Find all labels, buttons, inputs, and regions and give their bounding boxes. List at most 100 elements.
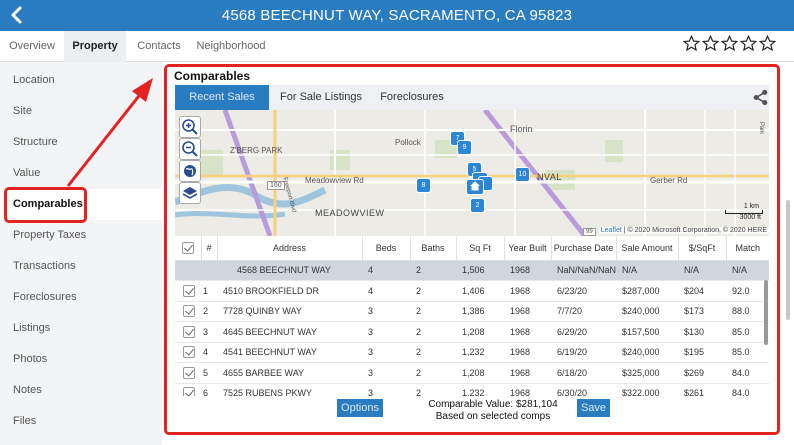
map-marker[interactable]: 9 <box>458 141 471 154</box>
scale-km: 1 km <box>743 203 759 210</box>
sidebar-item-files[interactable]: Files <box>13 415 37 427</box>
page-scrollbar[interactable] <box>786 200 790 320</box>
subject-sqft: 1,506 <box>456 260 504 281</box>
row-year: 1968 <box>504 383 551 396</box>
table-scrollbar[interactable] <box>764 280 768 345</box>
row-date: 7/7/20 <box>551 301 617 322</box>
zoom-in-button[interactable] <box>179 116 201 138</box>
row-sqft: 1,208 <box>456 321 504 343</box>
scale-ft: 3000 ft <box>739 214 761 221</box>
col-sale-amount[interactable]: Sale Amount <box>616 236 679 261</box>
row-year: 1968 <box>504 342 551 363</box>
tab-contacts[interactable]: Contacts <box>137 40 181 52</box>
sidebar-item-property-taxes[interactable]: Property Taxes <box>13 229 87 241</box>
row-baths: 2 <box>410 280 456 302</box>
row-beds: 3 <box>362 301 410 322</box>
highlight-box-content <box>164 64 780 435</box>
row-psf: $204 <box>678 280 727 302</box>
rating-stars[interactable] <box>683 35 776 52</box>
map-marker[interactable]: 8 <box>417 179 430 192</box>
options-button[interactable]: Options <box>337 399 383 417</box>
row-date: 6/30/20 <box>551 383 617 396</box>
row-number: 2 <box>201 301 217 322</box>
star-icon[interactable] <box>683 35 700 52</box>
tab-property[interactable]: Property <box>64 31 126 62</box>
row-checkbox[interactable] <box>183 387 195 396</box>
star-icon[interactable] <box>721 35 738 52</box>
sidebar-item-foreclosures[interactable]: Foreclosures <box>13 291 77 303</box>
row-checkbox[interactable] <box>183 325 195 338</box>
sidebar-item-site[interactable]: Site <box>13 105 32 117</box>
col-match[interactable]: Match <box>726 236 769 261</box>
sidebar-item-listings[interactable]: Listings <box>13 322 51 334</box>
subtab-recent-sales[interactable]: Recent Sales <box>175 85 269 110</box>
sidebar-item-photos[interactable]: Photos <box>13 353 48 365</box>
map-scale: 1 km 3000 ft <box>725 203 767 221</box>
save-button[interactable]: Save <box>577 399 610 417</box>
col-baths[interactable]: Baths <box>410 236 457 261</box>
table-row[interactable]: 4 4541 BEECHNUT WAY 3 2 1,232 1968 6/19/… <box>175 342 769 363</box>
map-marker[interactable]: 10 <box>516 168 529 181</box>
select-all-checkbox[interactable] <box>181 241 194 254</box>
star-icon[interactable] <box>759 35 776 52</box>
map-marker[interactable]: 5 <box>468 163 481 176</box>
row-checkbox[interactable] <box>183 284 195 297</box>
table-row[interactable]: 3 4645 BEECHNUT WAY 3 2 1,208 1968 6/29/… <box>175 321 769 343</box>
star-icon[interactable] <box>702 35 719 52</box>
row-match: 85.0 <box>726 321 769 343</box>
comparable-value: Comparable Value: $281,104 Based on sele… <box>393 399 593 423</box>
subject-address: 4568 BEECHNUT WAY <box>217 260 362 281</box>
app-header: 4568 BEECHNUT WAY, SACRAMENTO, CA 95823 <box>0 0 794 31</box>
top-tab-bar: Overview Property Contacts Neighborhood <box>0 31 794 62</box>
globe-button[interactable] <box>179 160 201 182</box>
col-price-per-sqft[interactable]: $/SqFt <box>678 236 727 261</box>
subtab-for-sale-listings[interactable]: For Sale Listings <box>280 91 362 103</box>
subtab-foreclosures[interactable]: Foreclosures <box>380 91 444 103</box>
row-match: 85.0 <box>726 342 769 363</box>
row-address: 7525 RUBENS PKWY <box>217 383 362 396</box>
row-psf: $130 <box>678 321 727 343</box>
row-date: 6/23/20 <box>551 280 617 302</box>
comparables-map[interactable]: Pollock Florin Z'BERG PARK Meadowview Rd… <box>175 110 769 236</box>
table-row[interactable]: 6 7525 RUBENS PKWY 3 2 1,232 1968 6/30/2… <box>175 383 769 396</box>
tab-neighborhood[interactable]: Neighborhood <box>196 40 266 52</box>
tab-overview[interactable]: Overview <box>9 40 55 52</box>
sidebar-item-comparables[interactable]: Comparables <box>0 189 162 220</box>
sidebar-item-value[interactable]: Value <box>13 167 41 179</box>
row-date: 6/19/20 <box>551 342 617 363</box>
zoom-out-button[interactable] <box>179 138 201 160</box>
row-date: 6/18/20 <box>551 362 617 384</box>
sidebar-item-transactions[interactable]: Transactions <box>13 260 76 272</box>
table-row[interactable]: 5 4655 BARBEE WAY 3 2 1,208 1968 6/18/20… <box>175 362 769 384</box>
row-date: 6/29/20 <box>551 321 617 343</box>
star-icon[interactable] <box>740 35 757 52</box>
col-sqft[interactable]: Sq Ft <box>456 236 505 261</box>
map-label-meadowview-rd: Meadowview Rd <box>305 176 364 185</box>
subject-home-marker[interactable] <box>467 180 483 194</box>
map-label-pollock: Pollock <box>395 138 421 147</box>
row-number: 1 <box>201 280 217 302</box>
row-checkbox[interactable] <box>183 346 195 359</box>
row-checkbox[interactable] <box>183 305 195 318</box>
back-arrow-icon[interactable] <box>6 4 28 26</box>
leaflet-link[interactable]: Leaflet <box>600 227 622 234</box>
sidebar-item-location[interactable]: Location <box>13 74 55 86</box>
sidebar-item-notes[interactable]: Notes <box>13 384 42 396</box>
row-psf: $261 <box>678 383 727 396</box>
share-icon[interactable] <box>752 89 769 106</box>
row-address: 4645 BEECHNUT WAY <box>217 321 362 343</box>
subject-date: NaN/NaN/NaN <box>551 260 617 281</box>
col-purchase-date[interactable]: Purchase Date <box>551 236 617 261</box>
col-beds[interactable]: Beds <box>362 236 411 261</box>
sidebar-item-structure[interactable]: Structure <box>13 136 58 148</box>
row-amount: $325,000 <box>616 362 679 384</box>
row-match: 84.0 <box>726 362 769 384</box>
table-row[interactable]: 1 4510 BROOKFIELD DR 4 2 1,406 1968 6/23… <box>175 280 769 302</box>
map-marker[interactable]: 2 <box>471 199 484 212</box>
col-address[interactable]: Address <box>217 236 363 261</box>
layers-button[interactable] <box>179 182 201 204</box>
row-checkbox[interactable] <box>183 366 195 379</box>
row-address: 7728 QUINBY WAY <box>217 301 362 322</box>
col-year-built[interactable]: Year Built <box>504 236 552 261</box>
table-row[interactable]: 2 7728 QUINBY WAY 3 2 1,386 1968 7/7/20 … <box>175 301 769 322</box>
